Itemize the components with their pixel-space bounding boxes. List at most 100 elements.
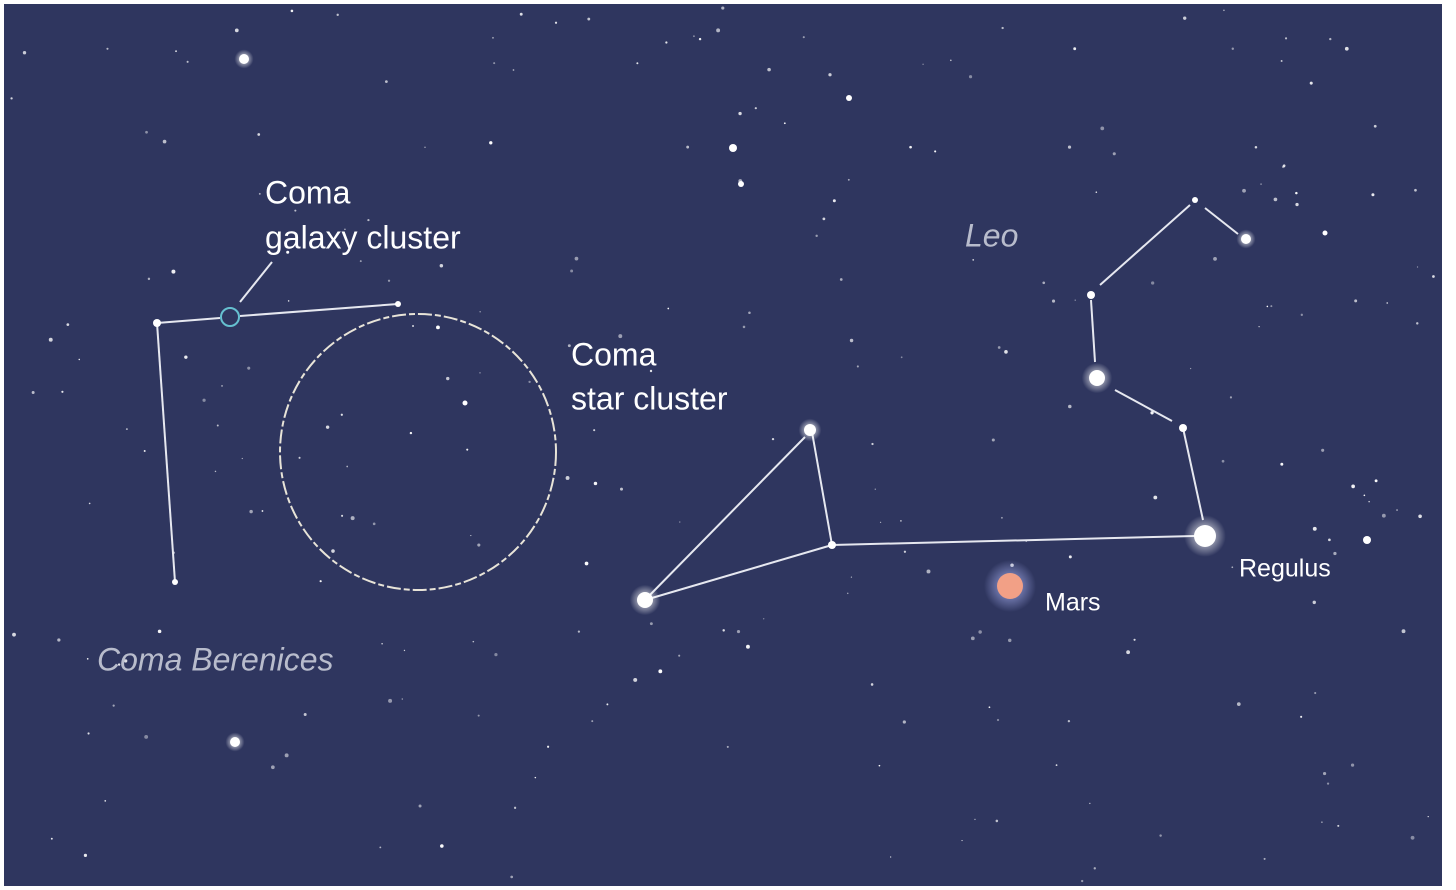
star	[528, 380, 531, 384]
star	[341, 514, 344, 517]
star	[184, 355, 188, 359]
star	[693, 35, 695, 38]
star	[1194, 525, 1216, 547]
star	[1312, 600, 1316, 605]
star	[409, 431, 413, 435]
star	[257, 133, 261, 136]
star	[972, 258, 975, 261]
star	[567, 344, 571, 348]
star	[900, 519, 902, 522]
star	[1051, 299, 1056, 303]
star	[1282, 164, 1286, 167]
star	[125, 428, 128, 431]
star	[698, 37, 702, 41]
star	[1363, 536, 1371, 544]
star	[186, 60, 189, 63]
star	[104, 799, 107, 802]
star	[462, 400, 468, 406]
star	[1231, 47, 1234, 50]
star	[401, 698, 403, 700]
star	[1074, 299, 1076, 301]
star	[336, 13, 339, 17]
label: Regulus	[1239, 555, 1331, 583]
star	[230, 737, 240, 747]
star	[658, 669, 663, 674]
star	[1089, 802, 1091, 805]
star	[746, 644, 750, 649]
star	[802, 36, 805, 39]
star	[381, 643, 383, 645]
star	[479, 372, 481, 374]
star	[846, 95, 852, 101]
label: star cluster	[571, 380, 728, 416]
star	[1280, 462, 1284, 466]
star	[439, 264, 444, 268]
star	[815, 234, 818, 238]
star	[1231, 566, 1234, 569]
star	[87, 732, 90, 735]
star	[298, 456, 301, 459]
star	[738, 111, 742, 116]
star	[900, 356, 903, 359]
line	[1090, 299, 1096, 363]
star	[850, 576, 853, 578]
star	[418, 804, 422, 808]
star	[171, 269, 176, 274]
star	[494, 653, 498, 657]
star	[771, 437, 775, 441]
star	[519, 12, 523, 16]
star	[1344, 46, 1349, 51]
star	[50, 837, 53, 840]
star	[847, 592, 849, 595]
star	[587, 17, 591, 21]
star	[387, 279, 391, 282]
star	[22, 51, 27, 55]
star	[726, 745, 729, 748]
star	[565, 476, 570, 480]
star	[1192, 197, 1198, 203]
star	[1329, 37, 1332, 41]
star	[403, 649, 406, 652]
star	[249, 509, 253, 514]
star	[147, 277, 151, 281]
star	[633, 677, 638, 682]
star	[271, 765, 275, 770]
star	[303, 713, 307, 717]
star	[754, 107, 757, 110]
star	[466, 448, 469, 451]
star	[577, 630, 581, 633]
star	[216, 424, 219, 427]
star	[804, 424, 816, 436]
star	[721, 6, 725, 10]
star	[832, 199, 836, 203]
star	[117, 663, 121, 666]
star	[1337, 824, 1340, 827]
star	[388, 698, 393, 703]
star	[331, 549, 335, 553]
star	[1073, 47, 1077, 51]
star	[48, 337, 53, 342]
line	[831, 535, 1196, 546]
star	[1241, 234, 1251, 244]
star	[61, 390, 64, 393]
star	[1350, 763, 1355, 767]
star	[1151, 281, 1155, 285]
star	[153, 319, 161, 327]
star	[446, 376, 450, 381]
star	[1416, 266, 1419, 268]
line	[811, 431, 833, 546]
star	[472, 640, 475, 643]
star	[828, 73, 832, 77]
line	[156, 322, 176, 583]
star	[1270, 305, 1273, 308]
star	[1416, 322, 1419, 325]
star	[1418, 514, 1422, 519]
star	[1427, 815, 1429, 818]
star	[574, 256, 579, 261]
star	[1126, 650, 1131, 655]
star	[1432, 275, 1435, 278]
star	[384, 80, 388, 83]
star	[1221, 459, 1225, 463]
sky-background	[4, 4, 1442, 886]
star	[570, 269, 574, 273]
